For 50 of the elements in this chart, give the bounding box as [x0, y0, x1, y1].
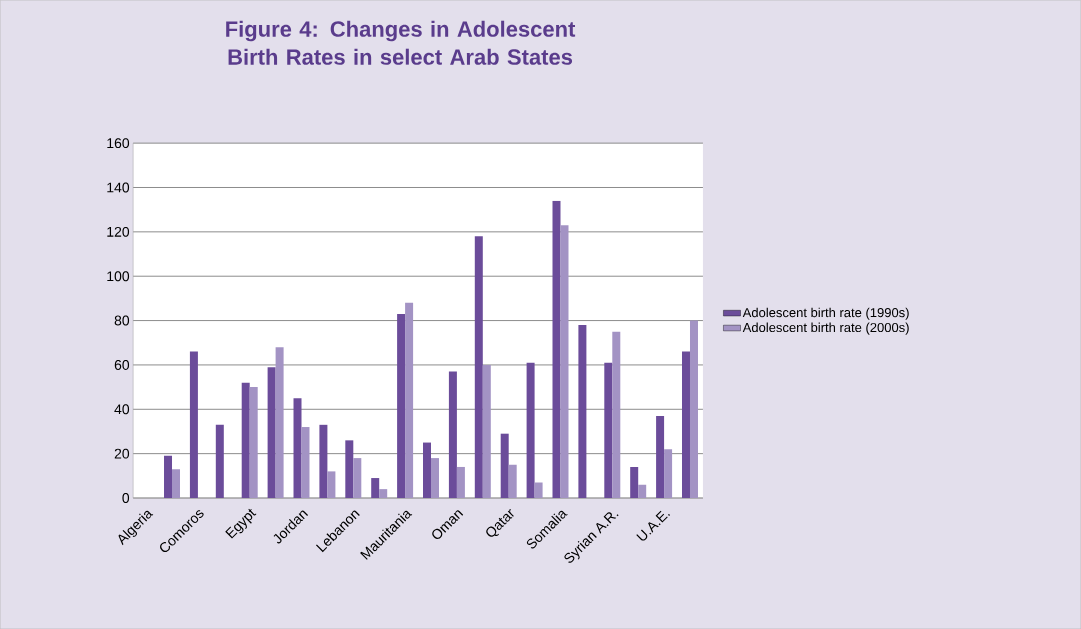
bar — [630, 466, 639, 498]
legend-label: Adolescent birth rate (2000s) — [742, 322, 909, 335]
bar — [267, 367, 276, 498]
bar — [689, 320, 698, 498]
bar — [508, 464, 517, 498]
bar — [215, 424, 224, 498]
bar — [249, 387, 258, 498]
bar — [164, 455, 173, 498]
y-tick-label: 140 — [107, 182, 130, 193]
bar — [664, 449, 673, 498]
bar — [560, 225, 569, 498]
bar — [172, 469, 181, 498]
bar — [275, 347, 284, 498]
bar — [604, 362, 613, 498]
bar — [241, 382, 250, 498]
bar — [638, 484, 647, 498]
y-tick-label: 60 — [114, 359, 130, 370]
bar — [371, 477, 380, 498]
y-tick-label: 40 — [114, 404, 130, 415]
bar — [682, 351, 690, 498]
bar — [405, 302, 414, 498]
bar — [431, 458, 439, 498]
y-tick-label: 80 — [114, 315, 130, 326]
bar — [327, 471, 336, 498]
bar — [578, 324, 587, 498]
bar — [423, 442, 431, 498]
y-tick-label: 120 — [107, 226, 130, 237]
y-tick-label: 20 — [114, 448, 130, 459]
chart-title: Figure 4: Changes in Adolescent Birth Rates in select Arab States — [226, 20, 576, 65]
y-tick-label: 0 — [122, 492, 130, 503]
bar — [656, 415, 665, 498]
bar — [474, 236, 483, 498]
bar — [345, 440, 354, 498]
bar — [301, 426, 310, 498]
bar — [500, 433, 509, 498]
bar — [397, 313, 406, 498]
bar — [534, 482, 543, 498]
bar — [526, 362, 535, 498]
bar — [482, 364, 491, 498]
bar — [353, 458, 362, 498]
bar — [612, 331, 621, 498]
y-tick-label: 100 — [107, 271, 130, 282]
bar — [293, 398, 302, 498]
bar — [189, 351, 198, 498]
bar — [319, 424, 328, 498]
y-tick-label: 160 — [107, 138, 130, 149]
bar — [379, 489, 388, 498]
legend-label: Adolescent birth rate (1990s) — [742, 307, 909, 320]
bar — [448, 371, 457, 498]
bar — [456, 466, 465, 498]
